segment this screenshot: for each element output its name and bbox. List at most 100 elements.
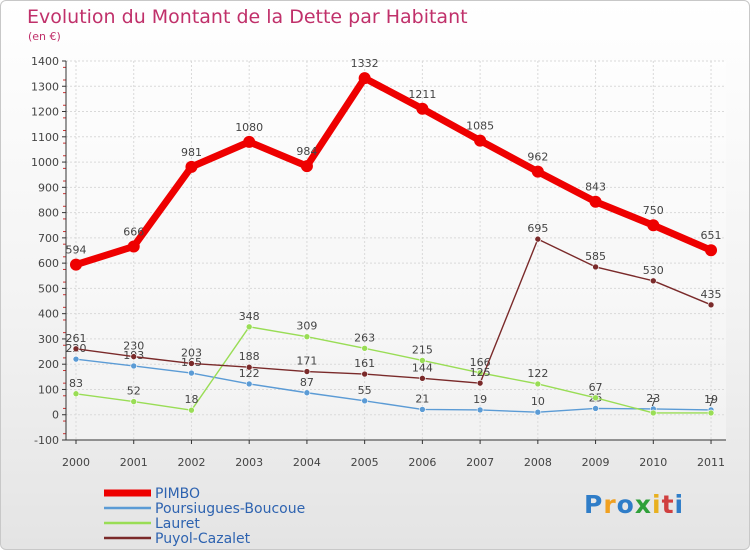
data-label: 530	[643, 264, 664, 277]
data-point	[474, 134, 487, 147]
data-point	[649, 277, 657, 285]
data-point	[303, 333, 311, 340]
data-point	[245, 380, 253, 388]
data-point	[70, 258, 82, 271]
data-point	[592, 394, 599, 402]
x-tick-label: 2008	[524, 456, 552, 469]
data-label: 263	[354, 331, 375, 344]
logo-letter: i	[674, 490, 685, 519]
y-tick-label: 1100	[31, 131, 59, 144]
data-point	[361, 397, 368, 405]
logo-letter: o	[616, 490, 635, 519]
data-point	[419, 357, 426, 364]
logo-letter: t	[661, 490, 675, 519]
data-point	[419, 375, 426, 382]
y-tick-label: 900	[38, 181, 59, 194]
y-tick-label: 700	[38, 232, 59, 245]
data-label: 87	[300, 376, 314, 389]
data-label: 7	[650, 396, 657, 409]
data-point	[245, 323, 253, 331]
y-tick-label: 500	[38, 282, 59, 295]
data-point	[534, 380, 542, 388]
x-tick-label: 2000	[62, 456, 90, 469]
y-tick-label: 300	[38, 333, 59, 346]
data-label: 55	[358, 384, 372, 397]
data-point	[416, 102, 429, 115]
data-point	[188, 406, 195, 414]
data-point	[534, 408, 542, 416]
series-line-0	[72, 74, 715, 269]
data-point	[245, 363, 253, 371]
data-point	[130, 362, 138, 370]
data-label: 594	[66, 244, 87, 257]
x-tick-label: 2006	[408, 456, 436, 469]
data-label: 23	[646, 392, 660, 405]
legend-label: PIMBO	[155, 486, 200, 502]
data-label: 144	[412, 361, 433, 374]
data-point	[592, 263, 599, 271]
data-label: 19	[704, 393, 718, 406]
data-label: 843	[585, 181, 606, 194]
data-point	[72, 390, 80, 398]
data-point	[647, 219, 660, 232]
data-label: 10	[531, 395, 545, 408]
data-label: 651	[701, 229, 722, 242]
data-point	[592, 405, 599, 412]
data-point	[300, 160, 313, 173]
logo-letter: r	[603, 490, 617, 519]
data-point	[534, 235, 542, 243]
data-point	[707, 409, 715, 417]
logo-letter: P	[584, 490, 604, 519]
logo-letter: i	[652, 490, 662, 519]
data-point	[188, 369, 195, 377]
data-label: 215	[412, 343, 433, 356]
data-point	[130, 398, 138, 405]
data-label: 1332	[351, 57, 379, 70]
data-label: 230	[123, 340, 144, 353]
x-tick-label: 2007	[466, 456, 494, 469]
logo-letter: x	[634, 490, 652, 519]
data-label: 122	[239, 367, 260, 380]
x-tick-label: 2001	[120, 456, 148, 469]
y-tick-label: 600	[38, 257, 59, 270]
data-point	[707, 301, 715, 309]
x-tick-label: 2003	[235, 456, 263, 469]
data-label: 309	[296, 320, 317, 333]
data-point	[185, 160, 198, 173]
data-point	[72, 345, 80, 353]
legend-label: Lauret	[155, 516, 200, 532]
data-label: 125	[470, 366, 491, 379]
data-point	[303, 389, 311, 397]
data-label: 188	[239, 350, 260, 363]
data-label: 67	[589, 381, 603, 394]
data-label: 261	[66, 332, 87, 345]
series-line-1	[75, 358, 712, 413]
y-tick-label: 400	[38, 308, 59, 321]
data-label: 435	[701, 288, 722, 301]
y-tick-label: 100	[38, 383, 59, 396]
data-label: 984	[296, 145, 317, 158]
data-label: 1080	[235, 121, 263, 134]
data-label: 161	[354, 357, 375, 370]
chart-title: Evolution du Montant de la Dette par Hab…	[27, 6, 468, 28]
data-point	[243, 135, 256, 148]
series-line-2	[75, 326, 712, 414]
x-tick-label: 2010	[639, 456, 667, 469]
y-tick-label: 800	[38, 207, 59, 220]
y-tick-label: 1000	[31, 156, 59, 169]
data-point	[476, 379, 484, 387]
data-label: 666	[123, 225, 144, 238]
data-point	[649, 409, 657, 417]
data-label: 21	[415, 392, 429, 405]
proxiti-logo: Proxiti	[584, 490, 684, 519]
data-point	[127, 240, 140, 253]
data-label: 122	[527, 367, 548, 380]
data-label: 171	[296, 355, 317, 368]
chart-subtitle: (en €)	[28, 30, 61, 43]
data-point	[358, 72, 371, 85]
y-tick-label: -100	[34, 434, 59, 447]
data-label: 585	[585, 250, 606, 263]
data-label: 7	[708, 396, 715, 409]
